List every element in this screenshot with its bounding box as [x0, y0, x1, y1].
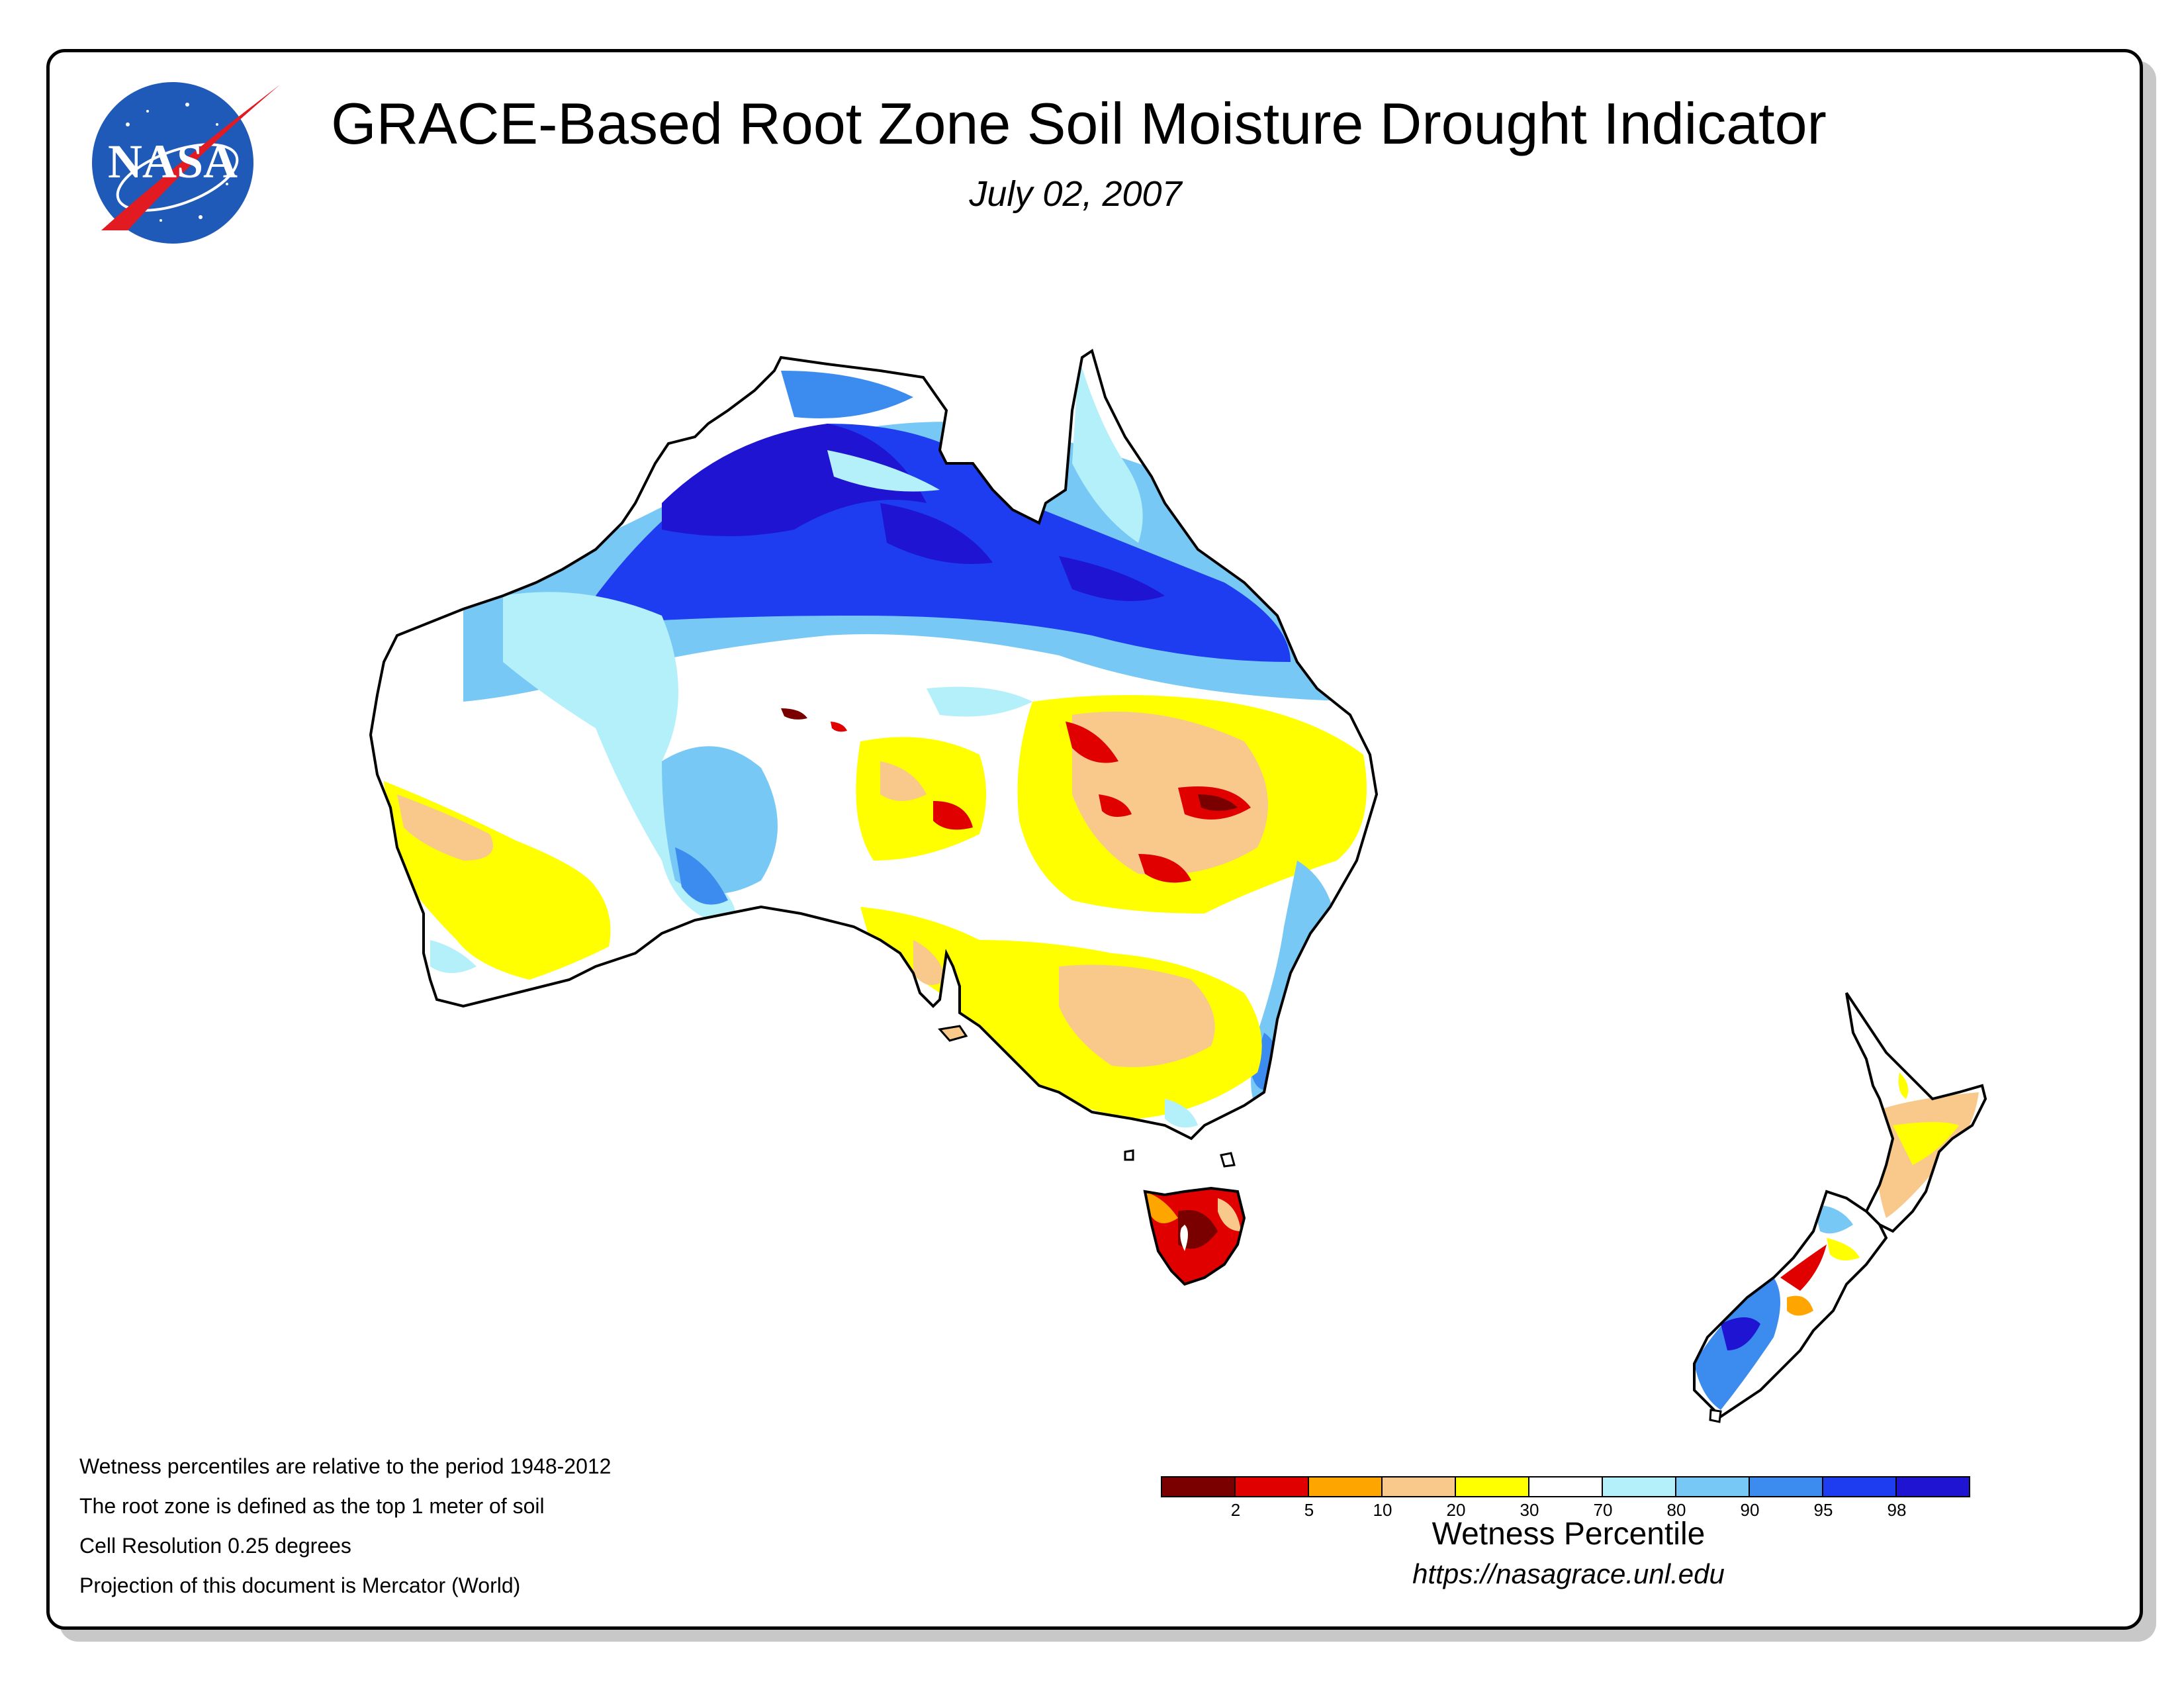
- legend-tick-90: 90: [1740, 1500, 1760, 1520]
- note-root-zone: The root zone is defined as the top 1 me…: [79, 1494, 545, 1518]
- source-url[interactable]: https://nasagrace.unl.edu: [1412, 1558, 1725, 1589]
- legend-tick-10: 10: [1373, 1500, 1392, 1520]
- legend-tick-80: 80: [1666, 1500, 1686, 1520]
- page-title: GRACE-Based Root Zone Soil Moisture Drou…: [331, 91, 1827, 156]
- nz-south-moisture-field: [1694, 1192, 1886, 1417]
- stewart-island: [1709, 1409, 1722, 1423]
- legend-swatch-6: [1603, 1477, 1676, 1496]
- legend-swatch-3: [1383, 1477, 1456, 1496]
- legend-tick-20: 20: [1446, 1500, 1466, 1520]
- note-period: Wetness percentiles are relative to the …: [79, 1454, 612, 1478]
- note-projection: Projection of this document is Mercator …: [79, 1573, 521, 1597]
- map-date: July 02, 2007: [969, 174, 1182, 214]
- legend-swatch-1: [1236, 1477, 1309, 1496]
- legend-tick-98: 98: [1887, 1500, 1907, 1520]
- nz-north-moisture-field: [1846, 993, 1985, 1231]
- australia-moisture-field: [371, 351, 1377, 1139]
- legend-swatch-9: [1823, 1477, 1897, 1496]
- legend-swatch-4: [1456, 1477, 1529, 1496]
- legend-swatch-2: [1309, 1477, 1383, 1496]
- legend-swatch-7: [1676, 1477, 1750, 1496]
- legend-tick-70: 70: [1593, 1500, 1613, 1520]
- legend-tick-5: 5: [1304, 1500, 1314, 1520]
- island-small: [1124, 1149, 1134, 1161]
- legend-title: Wetness Percentile: [1432, 1517, 1706, 1552]
- note-resolution: Cell Resolution 0.25 degrees: [79, 1534, 351, 1558]
- map-notes: Wetness percentiles are relative to the …: [79, 1446, 611, 1605]
- legend-tick-30: 30: [1520, 1500, 1539, 1520]
- flinders-island: [1220, 1152, 1236, 1168]
- legend-color-bar: [1161, 1476, 1970, 1497]
- legend-swatch-8: [1750, 1477, 1823, 1496]
- legend-tick-2: 2: [1230, 1500, 1241, 1520]
- nasa-logo: NASA: [92, 82, 280, 244]
- legend-swatch-5: [1529, 1477, 1603, 1496]
- legend-tick-95: 95: [1813, 1500, 1833, 1520]
- nasa-wordmark: NASA: [108, 135, 238, 188]
- kangaroo-island: [938, 1025, 968, 1042]
- legend-swatch-10: [1897, 1477, 1969, 1496]
- legend-swatch-0: [1162, 1477, 1236, 1496]
